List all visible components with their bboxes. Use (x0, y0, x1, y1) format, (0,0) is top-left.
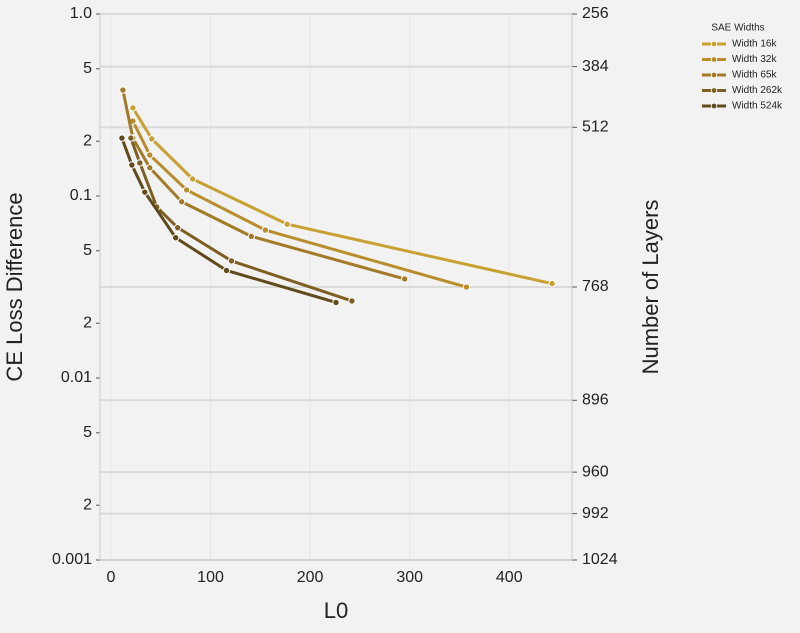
legend-label: Width 262k (732, 85, 783, 96)
y-axis-label: CE Loss Difference (2, 192, 27, 381)
y2-tick-label: 384 (582, 58, 609, 75)
y2-tick-label: 256 (582, 5, 609, 22)
legend-swatch-point (710, 56, 718, 63)
data-point (128, 161, 136, 169)
legend-title: SAE Widths (711, 23, 764, 34)
y-tick-label: 5 (83, 242, 92, 259)
data-point (261, 226, 269, 234)
data-point (129, 104, 137, 112)
data-point (118, 134, 126, 142)
data-point (247, 232, 256, 241)
legend-swatch-point (710, 102, 718, 110)
y-tick-label: 0.1 (70, 187, 92, 204)
data-point (127, 134, 135, 142)
y2-tick-label: 896 (582, 392, 609, 409)
series-line (121, 89, 406, 281)
legend-label: Width 524k (732, 101, 783, 112)
y2-tick-label: 992 (582, 505, 609, 522)
data-point (119, 86, 127, 94)
series-line (129, 137, 353, 303)
data-point (222, 266, 231, 275)
y-tick-label: 0.001 (52, 551, 92, 568)
legend-swatch-point (710, 40, 718, 48)
y2-tick-label: 1024 (582, 551, 618, 568)
data-point (227, 257, 236, 265)
data-point (283, 220, 291, 228)
y2-tick-label: 768 (582, 278, 609, 295)
x-tick-label: 400 (496, 569, 523, 586)
legend-label: Width 32k (732, 54, 777, 65)
y-tick-label: 2 (83, 132, 92, 149)
x-tick-label: 300 (396, 569, 423, 586)
legend-label: Width 16k (732, 39, 777, 50)
y-tick-label: 5 (83, 60, 92, 77)
data-point (348, 297, 356, 305)
x-tick-label: 200 (297, 569, 324, 586)
data-point (188, 175, 197, 183)
y-tick-label: 5 (83, 424, 92, 441)
data-point (182, 186, 191, 194)
y2-tick-label: 960 (582, 463, 609, 480)
data-point (146, 151, 154, 159)
legend-swatch-point (710, 87, 718, 94)
data-point (177, 198, 186, 206)
data-point (136, 159, 144, 167)
data-point (462, 283, 471, 291)
data-point (141, 188, 149, 196)
y2-axis-label: Number of Layers (638, 200, 663, 375)
x-tick-label: 100 (197, 569, 224, 586)
x-axis-label: L0 (324, 598, 348, 623)
data-point (171, 234, 180, 242)
series-line (120, 137, 337, 304)
y-tick-label: 1.0 (70, 5, 92, 22)
data-point (548, 279, 556, 288)
y-tick-label: 0.01 (61, 369, 92, 386)
data-point (173, 223, 182, 232)
y2-tick-label: 512 (582, 119, 609, 136)
data-point (148, 135, 156, 143)
legend-label: Width 65k (732, 70, 777, 81)
y-tick-label: 2 (83, 496, 92, 513)
data-point (332, 298, 340, 307)
data-point (401, 275, 409, 283)
y-tick-label: 2 (83, 314, 92, 331)
data-point (146, 164, 154, 172)
legend-swatch-point (710, 71, 718, 79)
x-tick-label: 0 (107, 569, 116, 586)
